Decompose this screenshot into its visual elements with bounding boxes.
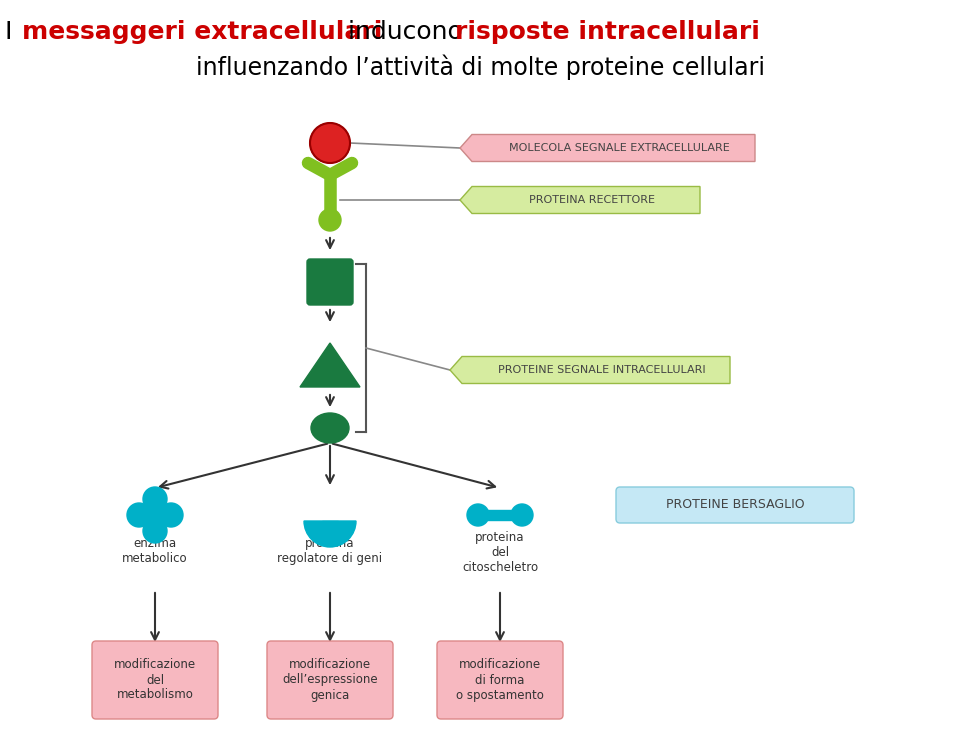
Text: MOLECOLA SEGNALE EXTRACELLULARE: MOLECOLA SEGNALE EXTRACELLULARE: [509, 143, 730, 153]
FancyBboxPatch shape: [267, 641, 393, 719]
Text: influenzando l’attività di molte proteine cellulari: influenzando l’attività di molte protein…: [196, 55, 764, 81]
Bar: [478, 510, 522, 520]
Text: PROTEINE BERSAGLIO: PROTEINE BERSAGLIO: [665, 498, 804, 511]
Bar: [322, 521, 338, 529]
FancyBboxPatch shape: [92, 641, 218, 719]
Wedge shape: [304, 521, 356, 547]
Text: I: I: [5, 20, 20, 44]
Circle shape: [319, 209, 341, 231]
Circle shape: [511, 504, 533, 526]
Circle shape: [143, 519, 167, 543]
Text: messaggeri extracellulari: messaggeri extracellulari: [22, 20, 382, 44]
Polygon shape: [450, 356, 730, 384]
Polygon shape: [460, 186, 700, 214]
Text: inducono: inducono: [340, 20, 470, 44]
Polygon shape: [300, 343, 360, 387]
FancyBboxPatch shape: [307, 259, 353, 305]
Text: risposte intracellulari: risposte intracellulari: [455, 20, 760, 44]
FancyBboxPatch shape: [437, 641, 563, 719]
Text: PROTEINE SEGNALE INTRACELLULARI: PROTEINE SEGNALE INTRACELLULARI: [498, 365, 706, 375]
Text: PROTEINA RECETTORE: PROTEINA RECETTORE: [529, 195, 655, 205]
Circle shape: [467, 504, 489, 526]
Text: enzima
metabolico: enzima metabolico: [122, 537, 188, 565]
FancyBboxPatch shape: [616, 487, 854, 523]
Ellipse shape: [311, 413, 349, 443]
Circle shape: [147, 507, 163, 523]
Text: modificazione
dell’espressione
genica: modificazione dell’espressione genica: [282, 658, 378, 701]
Text: modificazione
del
metabolismo: modificazione del metabolismo: [114, 658, 196, 701]
Polygon shape: [460, 134, 755, 162]
Text: proteina
regolatore di geni: proteina regolatore di geni: [277, 537, 383, 565]
Circle shape: [127, 503, 151, 527]
Text: proteina
del
citoscheletro: proteina del citoscheletro: [462, 531, 538, 574]
Text: modificazione
di forma
o spostamento: modificazione di forma o spostamento: [456, 658, 544, 701]
Circle shape: [159, 503, 183, 527]
Circle shape: [143, 487, 167, 511]
Circle shape: [310, 123, 350, 163]
